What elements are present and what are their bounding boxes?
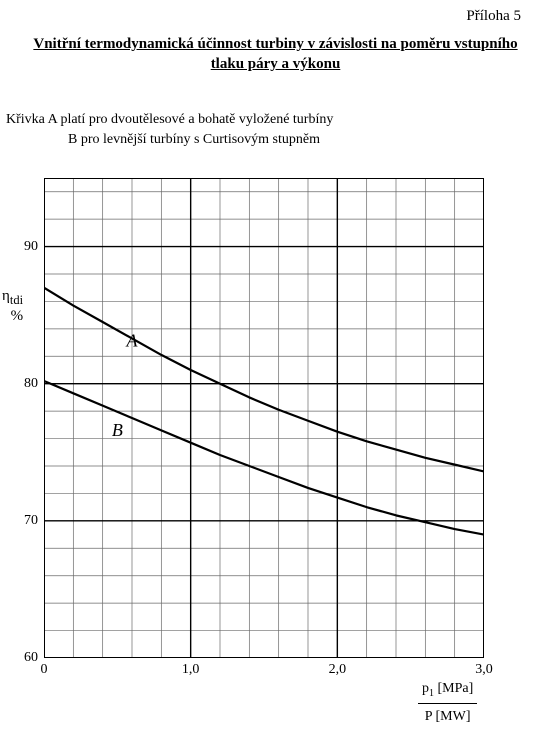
page: Příloha 5 Vnitřní termodynamická účinnos…	[0, 0, 551, 749]
x-tick-label: 2,0	[329, 662, 347, 678]
y-tick-label: 60	[24, 650, 38, 666]
legend-line-1: Křivka A platí pro dvoutělesové a bohatě…	[6, 110, 333, 130]
y-axis-eta-sub: tdi	[10, 293, 23, 307]
y-axis-unit: %	[11, 308, 24, 324]
legend-line-2: B pro levnější turbíny s Curtisovým stup…	[68, 130, 333, 150]
y-tick-label: 90	[24, 239, 38, 255]
y-axis-eta: η	[2, 288, 10, 304]
chart: AB 6070809001,02,03,0	[44, 178, 484, 658]
x-axis-unit-bottom: P [MW]	[418, 704, 477, 727]
title-line-1: Vnitřní termodynamická účinnost turbiny …	[33, 36, 517, 52]
title-line-2: tlaku páry a výkonu	[211, 56, 341, 72]
appendix-label: Příloha 5	[466, 8, 521, 25]
y-tick-label: 80	[24, 376, 38, 392]
page-title: Vnitřní termodynamická účinnost turbiny …	[8, 34, 543, 75]
x-axis-unit-top: p1 [MPa]	[418, 678, 477, 704]
x-tick-label: 0	[41, 662, 48, 678]
svg-text:B: B	[112, 420, 123, 440]
chart-svg: AB	[44, 178, 484, 658]
x-tick-label: 1,0	[182, 662, 200, 678]
x-tick-label: 3,0	[475, 662, 493, 678]
legend-text: Křivka A platí pro dvoutělesové a bohatě…	[6, 110, 333, 149]
y-tick-label: 70	[24, 513, 38, 529]
y-axis-label: ηtdi %	[2, 288, 23, 324]
x-axis-unit: p1 [MPa] P [MW]	[418, 678, 477, 727]
svg-text:A: A	[126, 331, 139, 351]
